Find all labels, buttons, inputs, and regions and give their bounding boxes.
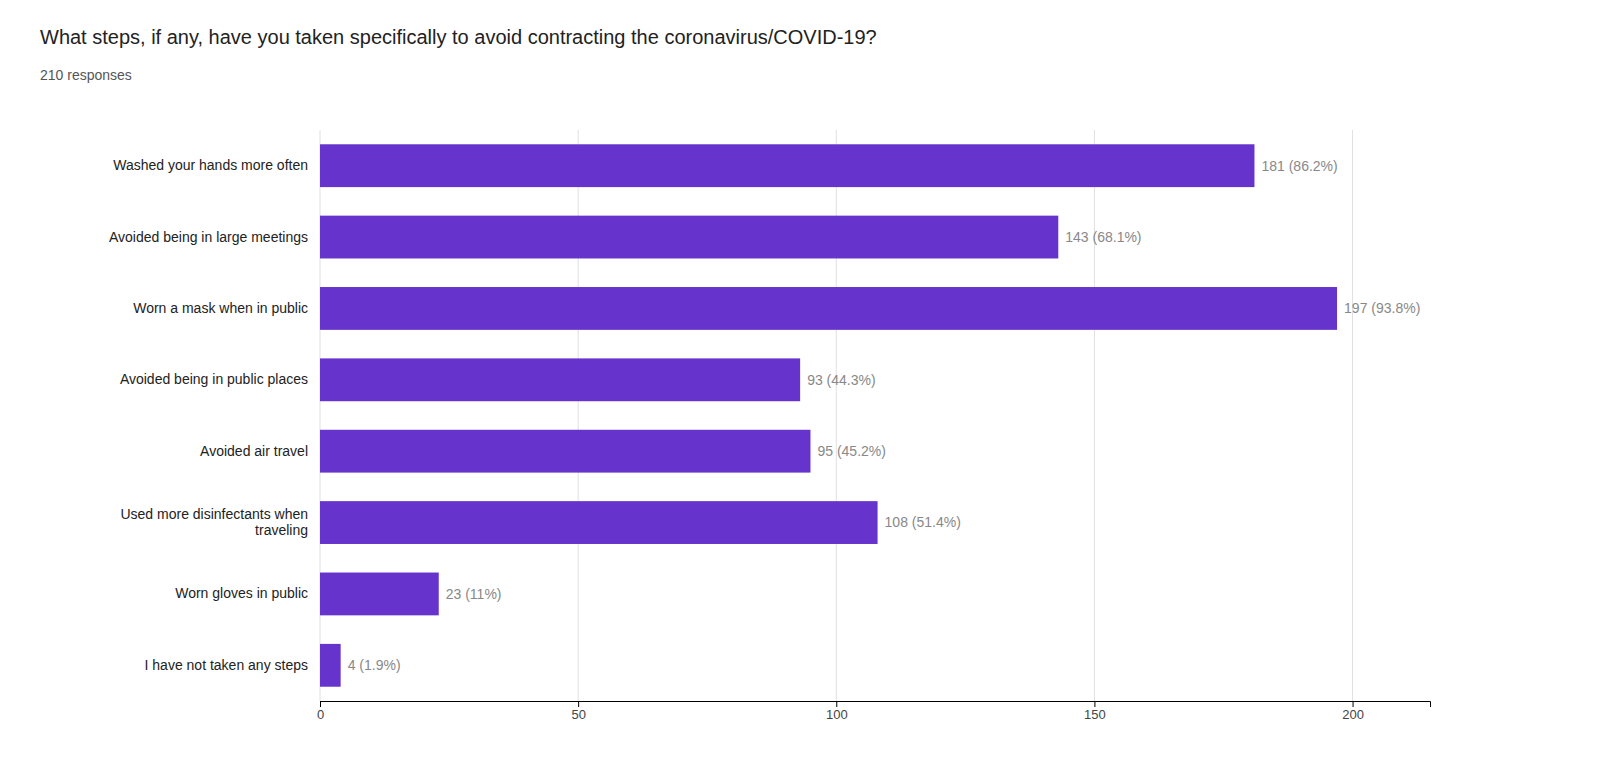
chart: What steps, if any, have you taken speci…: [0, 0, 1600, 761]
subtitle: 210 responses: [40, 67, 132, 83]
y-axis: Washed your hands more often Avoided bein…: [109, 157, 320, 673]
x-tick-label: 100: [826, 707, 848, 722]
y-tick: Avoided being in large meetings: [109, 229, 320, 245]
x-tick-label: 150: [1084, 707, 1106, 722]
x-tick-label: 200: [1342, 707, 1364, 722]
y-tick-label: Worn gloves in public: [175, 585, 308, 601]
data-label: 4 (1.9%): [348, 657, 401, 673]
x-tick-label: 0: [317, 707, 324, 722]
bar: [320, 144, 1254, 187]
bar: [320, 573, 439, 616]
data-label: 23 (11%): [446, 586, 502, 602]
x-axis: 0 50 100 150 200: [317, 701, 1431, 722]
x-tick: 150: [1084, 701, 1106, 722]
x-tick-mark: [320, 701, 321, 707]
data-label: 143 (68.1%): [1065, 229, 1141, 245]
y-tick: I have not taken any steps: [145, 657, 320, 673]
y-tick-label: Avoided being in large meetings: [109, 229, 308, 245]
y-tick: Worn gloves in public: [175, 585, 320, 601]
data-label: 197 (93.8%): [1344, 300, 1420, 316]
plot: 0 50 100 150 200 Washed your hands more often…: [109, 130, 1431, 722]
title: What steps, if any, have you taken speci…: [40, 26, 877, 48]
grid-line: [1352, 130, 1353, 701]
x-tick: 200: [1342, 701, 1364, 722]
data-labels: 181 (86.2%) 143 (68.1%) 197 (93.8%) 93 (44.…: [348, 158, 1421, 674]
y-tick-label: Avoided being in public places: [120, 371, 308, 387]
x-tick-mark: [1353, 701, 1354, 707]
x-tick: 100: [826, 701, 848, 722]
x-tick-label: 50: [571, 707, 585, 722]
y-tick-label: Avoided air travel: [200, 443, 308, 459]
grid-line: [836, 130, 837, 701]
bar: [320, 430, 810, 473]
y-tick-label: Washed your hands more often: [113, 157, 308, 173]
x-tick-mark: [1094, 701, 1095, 707]
y-tick: Washed your hands more often: [113, 157, 320, 173]
bar: [320, 358, 800, 401]
x-tick: 0: [317, 701, 324, 722]
y-tick-label: Worn a mask when in public: [133, 300, 308, 316]
y-tick-label: I have not taken any steps: [145, 657, 308, 673]
y-tick-label: Used more disinfectants whentraveling: [120, 506, 308, 538]
y-tick: Worn a mask when in public: [133, 300, 320, 316]
x-tick-mark: [578, 701, 579, 707]
data-label: 181 (86.2%): [1261, 158, 1337, 174]
bar: [320, 644, 341, 687]
grid: [320, 130, 1353, 701]
y-tick: Used more disinfectants whentraveling: [120, 506, 320, 538]
data-label: 95 (45.2%): [817, 443, 885, 459]
y-tick: Avoided being in public places: [120, 371, 320, 387]
x-axis-line: [321, 702, 1431, 708]
x-tick-mark: [836, 701, 837, 707]
bars: [320, 144, 1337, 686]
grid-line: [578, 130, 579, 701]
x-tick: 50: [571, 701, 585, 722]
y-tick: Avoided air travel: [200, 443, 320, 459]
bar: [320, 501, 878, 544]
bar: [320, 216, 1058, 259]
grid-line: [1094, 130, 1095, 701]
data-label: 93 (44.3%): [807, 372, 875, 388]
bar: [320, 287, 1337, 330]
data-label: 108 (51.4%): [885, 514, 961, 530]
